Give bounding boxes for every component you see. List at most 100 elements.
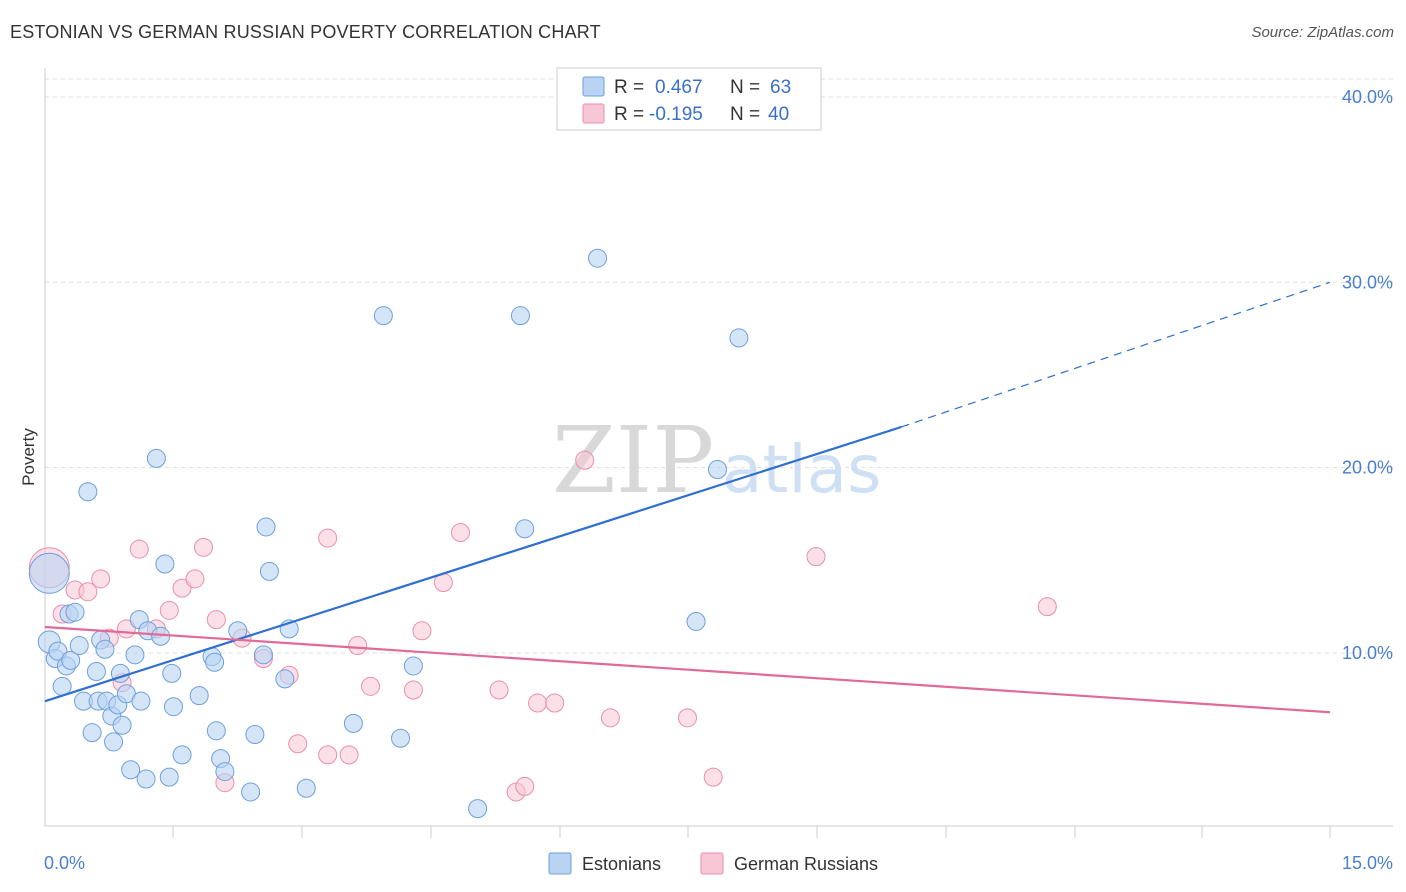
x-tick-label-0: 0.0%	[44, 853, 85, 873]
point-german-russians-33	[545, 693, 565, 713]
legend-r-label-1: R =	[614, 77, 644, 98]
point-estonians-9	[69, 636, 89, 656]
bottom-legend: Estonians German Russians	[548, 852, 878, 875]
point-german-russians-19	[288, 734, 308, 754]
y-tick-labels: 10.0% 20.0% 30.0% 40.0%	[1342, 87, 1393, 663]
point-german-russians-37	[703, 767, 723, 787]
point-estonians-35	[164, 697, 183, 717]
point-german-russians-13	[193, 537, 213, 557]
legend-r-label-2: R =	[614, 104, 644, 125]
point-german-russians-25	[403, 680, 423, 700]
point-estonians-58	[515, 519, 535, 539]
point-estonians-28	[136, 769, 156, 789]
point-german-russians-39	[1037, 597, 1057, 617]
legend-n-label-2: N =	[730, 104, 760, 125]
point-german-russians-20	[318, 528, 338, 548]
bottom-legend-estonians: Estonians	[582, 854, 661, 874]
point-estonians-8	[65, 602, 85, 622]
point-german-russians-10	[159, 600, 179, 620]
legend-n-label-1: N =	[730, 77, 760, 98]
bottom-legend-swatch-estonians	[548, 852, 572, 875]
point-estonians-12	[82, 723, 102, 743]
point-estonians-27	[131, 691, 151, 711]
point-german-russians-11	[172, 578, 192, 598]
point-estonians-54	[391, 728, 411, 748]
point-german-russians-14	[206, 610, 226, 630]
point-estonians-60	[686, 611, 706, 631]
point-german-russians-24	[361, 676, 381, 696]
point-estonians-61	[707, 459, 727, 479]
y-tick-label-1: 20.0%	[1342, 458, 1393, 478]
point-estonians-45	[245, 725, 265, 745]
point-german-russians-38	[806, 547, 826, 567]
legend-r-value-2: -0.195	[649, 104, 703, 125]
watermark-atlas: atlas	[722, 431, 882, 508]
trendline-estonians	[44, 425, 903, 703]
point-german-russians-31	[515, 776, 535, 796]
point-estonians-42	[215, 762, 235, 782]
point-estonians-51	[296, 778, 316, 798]
y-tick-label-3: 40.0%	[1342, 87, 1393, 107]
point-estonians-3	[48, 641, 68, 661]
point-estonians-24	[121, 760, 141, 780]
legend: R = 0.467 N = 63 R = -0.195 N = 40	[556, 67, 822, 131]
point-estonians-52	[343, 713, 363, 733]
x-tick-labels: 0.0% 15.0%	[44, 853, 1393, 873]
point-estonians-53	[373, 306, 393, 326]
point-estonians-30	[146, 448, 166, 468]
point-estonians-25	[125, 645, 145, 665]
point-estonians-48	[259, 561, 279, 581]
legend-n-value-1: 63	[770, 77, 791, 98]
point-estonians-57	[510, 306, 530, 326]
point-estonians-32	[155, 554, 175, 574]
point-estonians-19	[104, 732, 124, 752]
point-estonians-7	[61, 650, 81, 670]
point-estonians-49	[275, 669, 295, 689]
point-german-russians-3	[78, 582, 98, 602]
legend-n-value-2: 40	[768, 104, 789, 125]
point-german-russians-35	[600, 708, 620, 728]
point-estonians-40	[206, 721, 226, 741]
source-label: Source: ZipAtlas.com	[1251, 24, 1394, 41]
point-german-russians-32	[528, 693, 548, 713]
point-estonians-37	[189, 686, 209, 706]
point-german-russians-36	[678, 708, 697, 728]
point-estonians-34	[162, 663, 182, 683]
point-estonians-16	[95, 639, 115, 659]
point-estonians-36	[172, 745, 192, 765]
legend-swatch-estonians	[582, 76, 605, 97]
legend-swatch-german-russians	[582, 103, 605, 124]
grid-lines	[45, 78, 1393, 654]
point-german-russians-22	[339, 745, 359, 765]
trendline-german-russians	[44, 625, 1331, 714]
point-german-russians-34	[575, 450, 595, 470]
legend-r-value-1: 0.467	[655, 77, 703, 98]
bottom-legend-swatch-german-russians	[700, 852, 724, 875]
point-estonians-44	[241, 782, 261, 802]
trend-lines	[44, 281, 1331, 714]
point-estonians-59	[588, 248, 608, 268]
point-estonians-11	[78, 482, 98, 502]
point-estonians-62	[729, 328, 749, 348]
series-estonians	[28, 248, 749, 819]
point-estonians-31	[151, 626, 171, 646]
axes	[44, 68, 1393, 838]
trendline-estonians-extension	[901, 281, 1331, 428]
point-estonians-39	[205, 652, 225, 672]
point-estonians-55	[403, 656, 423, 676]
y-axis-title: Poverty	[19, 428, 38, 486]
point-german-russians-4	[91, 569, 111, 589]
y-tick-label-2: 30.0%	[1342, 272, 1393, 292]
point-german-russians-28	[450, 523, 470, 543]
point-german-russians-26	[412, 621, 432, 641]
chart-title: ESTONIAN VS GERMAN RUSSIAN POVERTY CORRE…	[10, 22, 601, 42]
point-estonians-56	[468, 799, 488, 819]
point-estonians-47	[256, 517, 276, 537]
point-german-russians-8	[129, 539, 149, 559]
point-german-russians-29	[489, 680, 509, 700]
y-tick-label-0: 10.0%	[1342, 643, 1393, 663]
point-estonians-46	[253, 645, 273, 665]
x-tick-label-1: 15.0%	[1342, 853, 1393, 873]
point-german-russians-12	[185, 569, 205, 589]
